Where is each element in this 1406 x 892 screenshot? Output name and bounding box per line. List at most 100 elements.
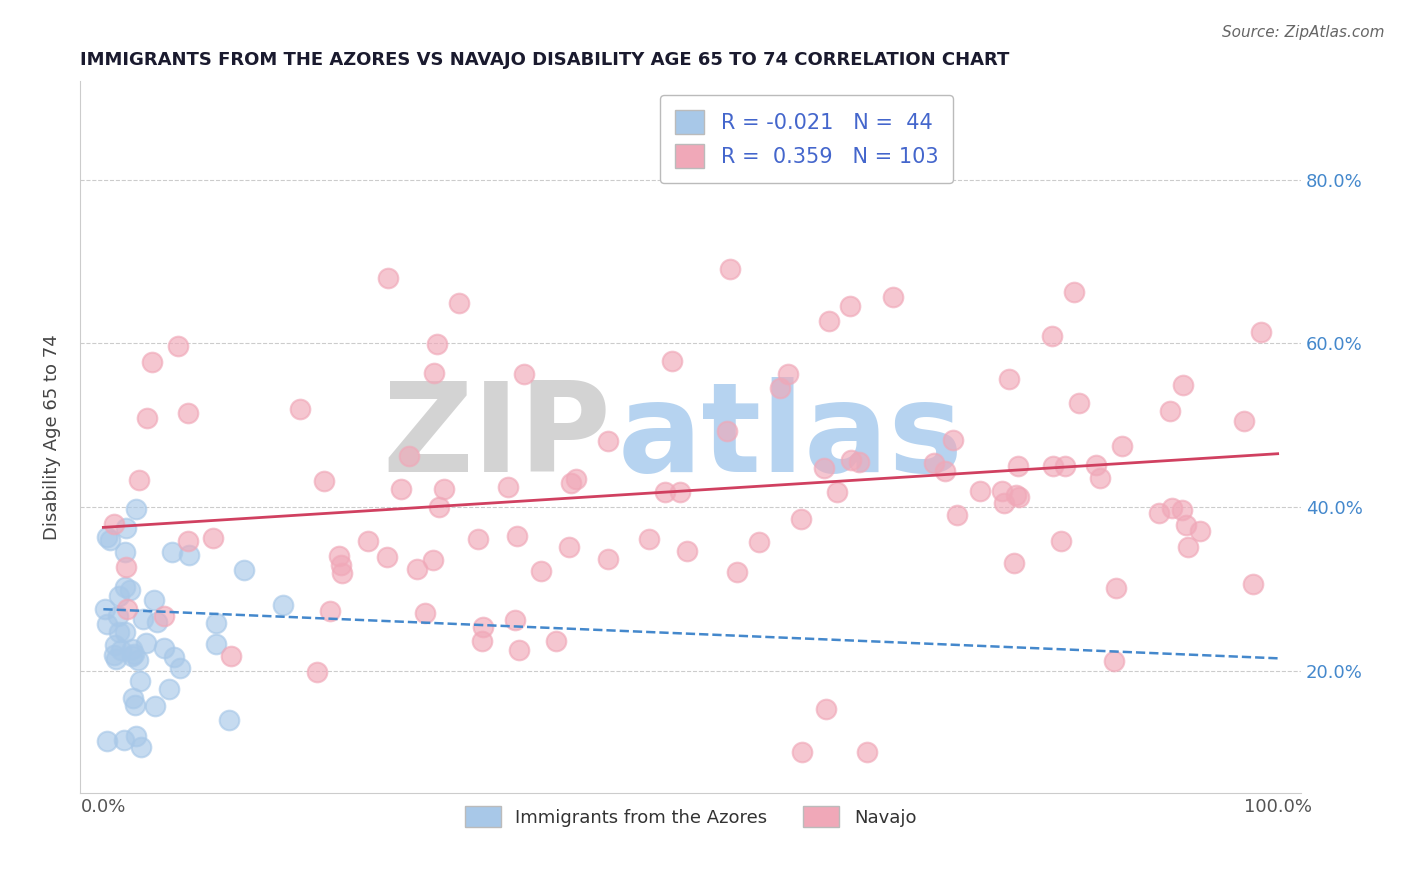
Point	[560, 476, 582, 491]
Point	[127, 653, 149, 667]
Point	[152, 609, 174, 624]
Point	[201, 531, 224, 545]
Point	[233, 562, 256, 576]
Point	[125, 502, 148, 516]
Point	[471, 634, 494, 648]
Point	[117, 602, 139, 616]
Text: Source: ZipAtlas.com: Source: ZipAtlas.com	[1222, 25, 1385, 40]
Point	[108, 625, 131, 640]
Point	[166, 339, 188, 353]
Point	[838, 299, 860, 313]
Point	[790, 746, 813, 760]
Point	[177, 406, 200, 420]
Point	[426, 336, 449, 351]
Point	[506, 529, 529, 543]
Point	[145, 615, 167, 630]
Point	[503, 613, 526, 627]
Point	[508, 642, 530, 657]
Point	[107, 589, 129, 603]
Point	[319, 604, 342, 618]
Point	[661, 353, 683, 368]
Point	[498, 480, 520, 494]
Point	[813, 461, 835, 475]
Point	[924, 456, 946, 470]
Point	[124, 698, 146, 713]
Point	[128, 473, 150, 487]
Point	[1084, 458, 1107, 472]
Point	[946, 508, 969, 522]
Point	[413, 606, 436, 620]
Point	[1174, 518, 1197, 533]
Point	[1111, 439, 1133, 453]
Point	[112, 732, 135, 747]
Point	[96, 530, 118, 544]
Point	[98, 533, 121, 548]
Point	[472, 620, 495, 634]
Point	[218, 713, 240, 727]
Point	[638, 532, 661, 546]
Point	[1147, 506, 1170, 520]
Point	[513, 368, 536, 382]
Point	[142, 593, 165, 607]
Point	[115, 560, 138, 574]
Point	[1042, 459, 1064, 474]
Point	[96, 617, 118, 632]
Point	[103, 516, 125, 531]
Point	[135, 636, 157, 650]
Point	[1063, 285, 1085, 299]
Point	[433, 482, 456, 496]
Point	[530, 564, 553, 578]
Point	[934, 464, 956, 478]
Point	[449, 296, 471, 310]
Point	[969, 483, 991, 498]
Point	[330, 566, 353, 580]
Y-axis label: Disability Age 65 to 74: Disability Age 65 to 74	[44, 334, 60, 541]
Point	[375, 550, 398, 565]
Point	[1069, 395, 1091, 409]
Point	[1241, 577, 1264, 591]
Point	[1008, 490, 1031, 504]
Point	[103, 648, 125, 662]
Point	[1105, 581, 1128, 595]
Point	[288, 401, 311, 416]
Point	[716, 424, 738, 438]
Point	[163, 649, 186, 664]
Point	[1171, 378, 1194, 392]
Point	[596, 434, 619, 448]
Text: IMMIGRANTS FROM THE AZORES VS NAVAJO DISABILITY AGE 65 TO 74 CORRELATION CHART: IMMIGRANTS FROM THE AZORES VS NAVAJO DIS…	[80, 51, 1010, 69]
Point	[839, 453, 862, 467]
Point	[96, 734, 118, 748]
Point	[377, 270, 399, 285]
Point	[546, 633, 568, 648]
Point	[128, 673, 150, 688]
Point	[114, 580, 136, 594]
Point	[1002, 556, 1025, 570]
Point	[312, 474, 335, 488]
Point	[177, 549, 200, 563]
Point	[307, 665, 329, 679]
Point	[827, 485, 849, 500]
Point	[427, 500, 450, 515]
Point	[141, 354, 163, 368]
Point	[991, 484, 1014, 499]
Point	[1102, 653, 1125, 667]
Point	[998, 371, 1021, 385]
Point	[271, 599, 294, 613]
Point	[357, 534, 380, 549]
Point	[1159, 403, 1181, 417]
Point	[1177, 540, 1199, 554]
Point	[1053, 458, 1076, 473]
Point	[389, 482, 412, 496]
Point	[104, 639, 127, 653]
Point	[205, 616, 228, 631]
Point	[790, 511, 813, 525]
Point	[121, 641, 143, 656]
Point	[132, 612, 155, 626]
Point	[1233, 414, 1256, 428]
Point	[330, 558, 353, 573]
Point	[422, 553, 444, 567]
Point	[328, 549, 350, 563]
Point	[205, 636, 228, 650]
Point	[1250, 325, 1272, 339]
Point	[114, 545, 136, 559]
